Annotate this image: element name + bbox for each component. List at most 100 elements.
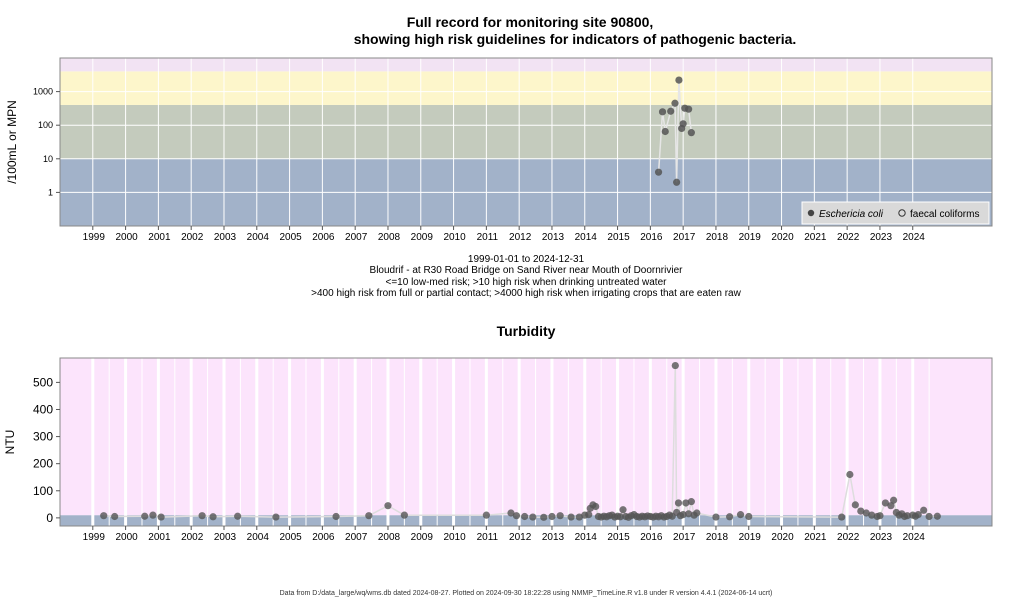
ytick-label-1000: 1000: [33, 87, 53, 97]
turbidity-point-88: [914, 511, 922, 519]
xtick-label-2004: 2004: [247, 232, 270, 243]
ytick-label-300: 300: [33, 430, 53, 444]
xtick-label-2013: 2013: [542, 532, 565, 543]
turbidity-point-27: [592, 502, 600, 511]
xtick-label-2005: 2005: [279, 532, 302, 543]
y-axis-ticks: 1 10 100 1000: [33, 87, 60, 197]
y-axis-label: /100mL or MPN: [5, 100, 19, 184]
turbidity-point-63: [687, 498, 695, 506]
turbidity-point-22: [575, 513, 583, 521]
turbidity-point-12: [400, 511, 408, 519]
ecoli-point-1: [658, 108, 667, 116]
turbidity-point-60: [679, 511, 687, 519]
turbidity-bands: [60, 358, 992, 526]
turbidity-point-1: [111, 512, 119, 521]
xtick-label-2018: 2018: [706, 532, 729, 543]
xtick-label-2003: 2003: [214, 232, 237, 243]
turbidity-point-72: [851, 501, 859, 509]
xtick-label-2021: 2021: [804, 232, 827, 243]
turbidity-point-14: [507, 509, 515, 517]
turbidity-point-37: [619, 506, 627, 514]
xtick-label-2023: 2023: [870, 232, 893, 243]
ecoli-point-0: [654, 168, 663, 176]
bacteria-chart: Full record for monitoring site 90800, s…: [5, 14, 993, 299]
turbidity-point-73: [857, 507, 865, 515]
ytick-label-1: 1: [48, 187, 53, 197]
turbidity-point-13: [482, 511, 490, 519]
ytick-label-10: 10: [43, 154, 53, 164]
turbidity-point-69: [745, 512, 753, 521]
xtick-label-2013: 2013: [542, 232, 565, 243]
xtick-label-2022: 2022: [837, 232, 860, 243]
turbidity-data-points: [100, 361, 941, 521]
turbidity-point-8: [272, 513, 280, 521]
xtick-label-1999: 1999: [83, 532, 106, 543]
legend: Eschericia coli faecal coliforms: [801, 201, 990, 225]
ecoli-point-8: [679, 120, 687, 128]
xtick-label-2018: 2018: [706, 232, 729, 243]
turbidity-point-11: [384, 502, 392, 510]
turbidity-y-axis-ticks: 0 100 200 300 400 500: [33, 375, 60, 525]
turbidity-chart: Turbidity 0 100 200 300 400 500 1999 2000 2001 2…: [3, 323, 993, 543]
xtick-label-2000: 2000: [115, 232, 138, 243]
legend-faecal-marker: [898, 209, 906, 217]
ytick-label-400: 400: [33, 402, 53, 416]
xtick-label-2024: 2024: [903, 232, 926, 243]
xtick-label-2016: 2016: [640, 532, 663, 543]
turbidity-point-80: [890, 496, 898, 504]
xtick-label-2016: 2016: [640, 232, 663, 243]
turbidity-point-6: [209, 513, 217, 521]
chart-title-line2: showing high risk guidelines for indicat…: [354, 31, 797, 47]
band-3: [60, 58, 992, 72]
xtick-label-2006: 2006: [312, 532, 335, 543]
band-1: [60, 358, 992, 516]
turbidity-point-18: [540, 513, 548, 521]
xtick-label-2001: 2001: [148, 532, 171, 543]
caption-contact-risk: >400 high risk from full or partial cont…: [311, 288, 741, 299]
turbidity-point-17: [529, 513, 537, 521]
turbidity-point-71: [846, 470, 854, 479]
turbidity-point-10: [365, 512, 373, 520]
turbidity-point-16: [521, 512, 529, 521]
xtick-label-2019: 2019: [739, 232, 762, 243]
gridlines: [60, 58, 992, 226]
xtick-label-2003: 2003: [214, 532, 237, 543]
turbidity-point-89: [920, 506, 928, 514]
xtick-label-2023: 2023: [870, 532, 893, 543]
turbidity-point-85: [903, 512, 911, 520]
turbidity-y-axis-label: NTU: [3, 430, 17, 455]
turbidity-point-5: [198, 512, 206, 520]
turbidity-point-2: [141, 512, 149, 520]
xtick-label-2014: 2014: [575, 532, 598, 543]
xtick-label-2011: 2011: [477, 532, 499, 543]
ecoli-point-11: [687, 129, 695, 137]
xtick-label-2012: 2012: [509, 232, 532, 243]
turbidity-point-56: [671, 361, 679, 370]
turbidity-point-65: [693, 509, 701, 517]
xtick-label-2009: 2009: [411, 532, 434, 543]
legend-ecoli-label: Eschericia coli: [819, 209, 884, 220]
turbidity-point-79: [887, 502, 895, 510]
legend-box: [801, 201, 990, 225]
xtick-label-2008: 2008: [378, 232, 401, 243]
xtick-label-2008: 2008: [378, 532, 401, 543]
xtick-label-2006: 2006: [312, 232, 335, 243]
x-axis-ticks: 1999 2000 2001 2002 2003 2004 2005 2006 2007 2008…: [83, 226, 926, 243]
xtick-label-2001: 2001: [148, 232, 171, 243]
turbidity-point-4: [157, 513, 165, 521]
turbidity-point-21: [567, 513, 575, 521]
ecoli-point-4: [671, 99, 679, 107]
xtick-label-2020: 2020: [771, 232, 794, 243]
legend-ecoli-marker: [807, 209, 815, 217]
xtick-label-1999: 1999: [83, 232, 106, 243]
xtick-label-2007: 2007: [345, 532, 368, 543]
band-0: [60, 515, 992, 526]
turbidity-point-66: [712, 513, 720, 521]
xtick-label-2012: 2012: [509, 532, 532, 543]
turbidity-point-74: [862, 509, 870, 517]
xtick-label-2010: 2010: [443, 532, 466, 543]
turbidity-point-75: [868, 511, 876, 519]
xtick-label-2000: 2000: [115, 532, 138, 543]
xtick-label-2014: 2014: [575, 232, 598, 243]
